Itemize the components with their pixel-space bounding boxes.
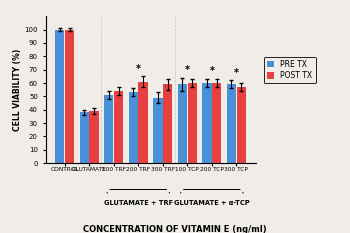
Bar: [202, 83, 212, 163]
Bar: [139, 82, 148, 163]
Text: *: *: [185, 65, 190, 75]
Bar: [104, 95, 113, 163]
Text: CONCENTRATION OF VITAMIN E (ng/ml): CONCENTRATION OF VITAMIN E (ng/ml): [83, 225, 267, 233]
Text: *: *: [136, 64, 141, 74]
Text: *: *: [234, 68, 239, 78]
Bar: [79, 112, 89, 163]
Y-axis label: CELL VIABILITY (%): CELL VIABILITY (%): [13, 48, 22, 131]
Bar: [178, 84, 187, 163]
Bar: [163, 84, 172, 163]
Bar: [129, 92, 138, 163]
Bar: [65, 30, 74, 163]
Bar: [55, 30, 64, 163]
Bar: [212, 83, 222, 163]
Text: *: *: [209, 66, 214, 76]
Bar: [227, 84, 236, 163]
Legend: PRE TX, POST TX: PRE TX, POST TX: [264, 57, 315, 83]
Bar: [237, 87, 246, 163]
Bar: [188, 83, 197, 163]
Text: GLUTAMATE + TRF: GLUTAMATE + TRF: [104, 200, 173, 206]
Text: GLUTAMATE + α-TCP: GLUTAMATE + α-TCP: [174, 200, 250, 206]
Bar: [153, 98, 162, 163]
Bar: [114, 91, 123, 163]
Bar: [89, 111, 99, 163]
